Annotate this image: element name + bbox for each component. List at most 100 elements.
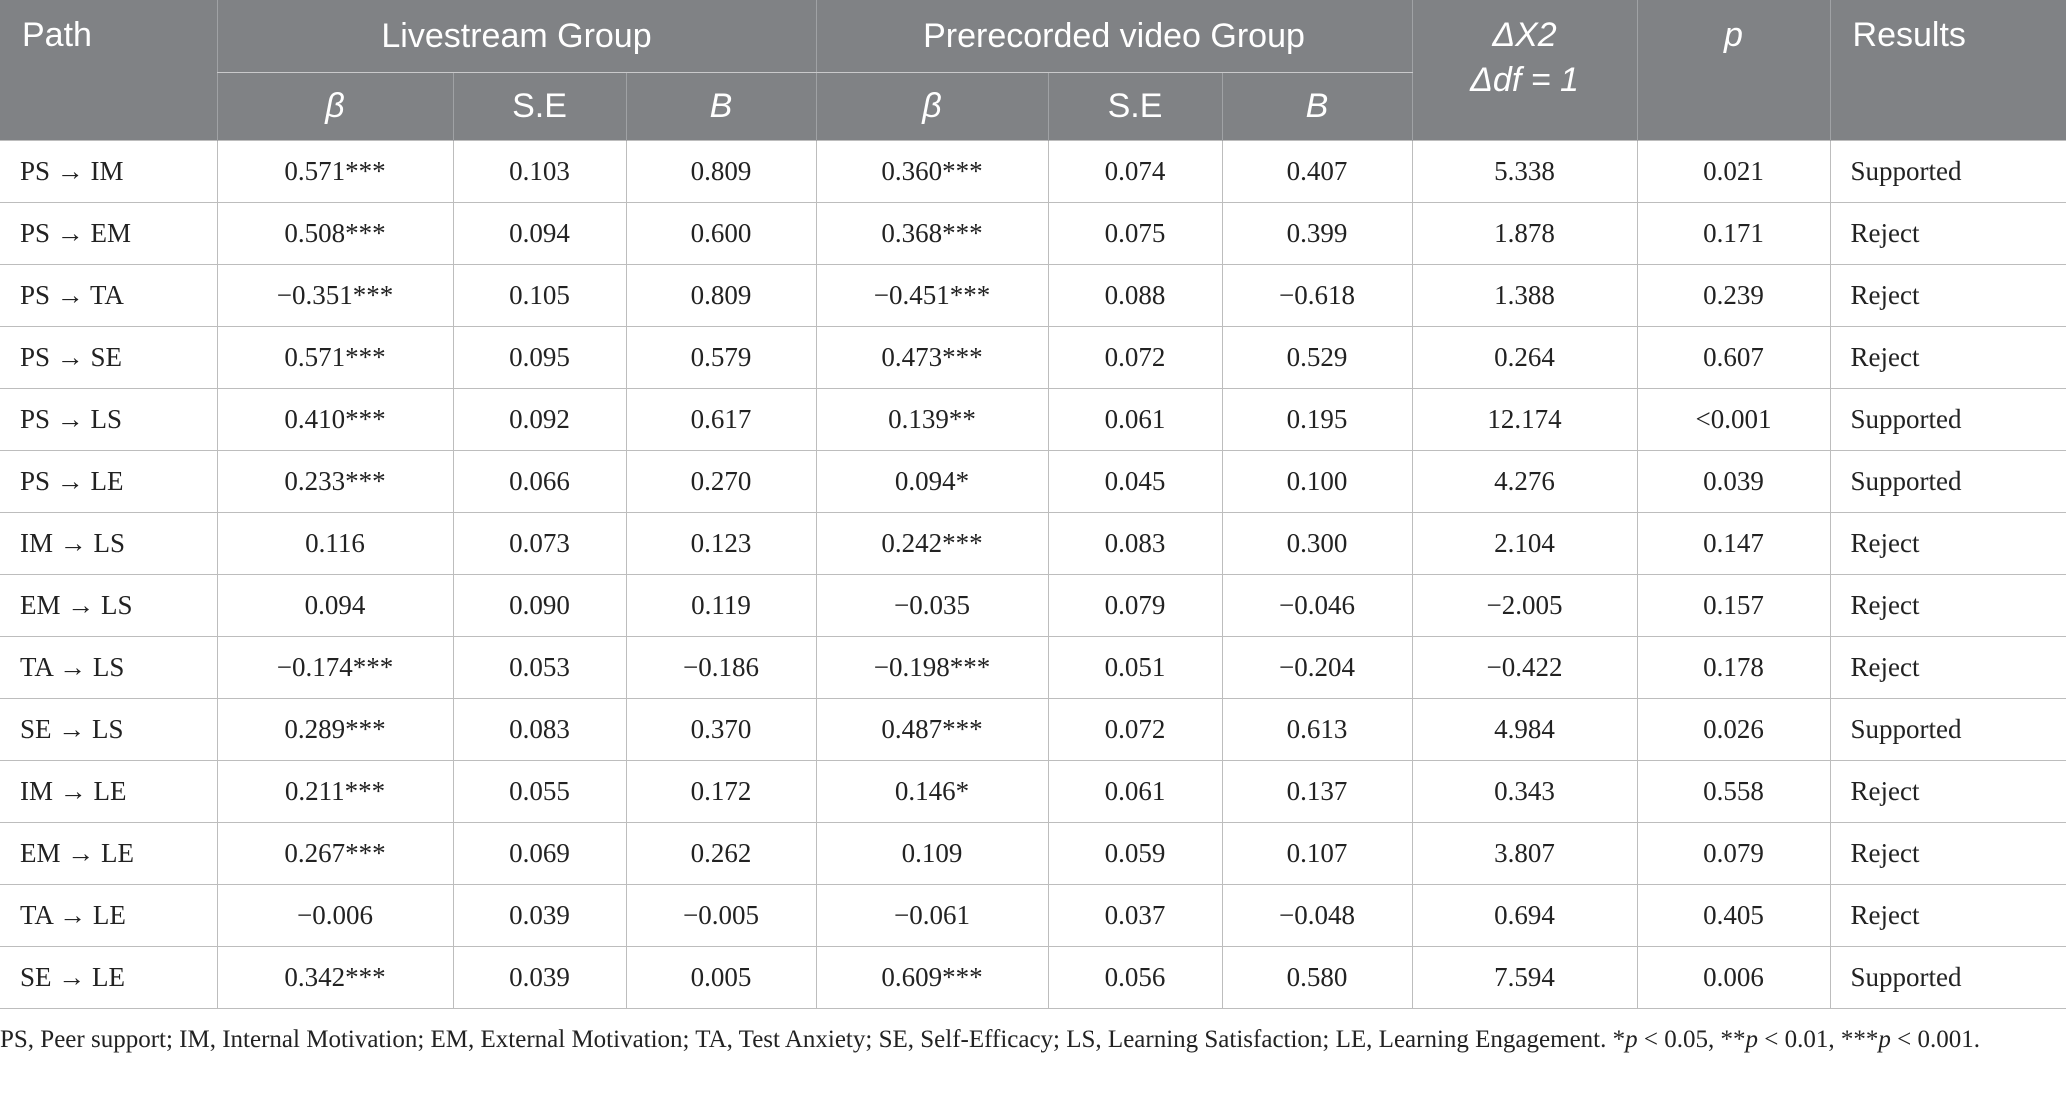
- cell-prerecorded-beta: 0.094*: [815, 450, 1049, 513]
- cell-result: Supported: [1829, 946, 2067, 1009]
- cell-livestream-beta: 0.116: [216, 512, 453, 575]
- results-table: Path Livestream Group Prerecorded video …: [0, 0, 2067, 1009]
- cell-prerecorded-se: 0.072: [1047, 326, 1223, 389]
- subheader-livestream-b: B: [625, 72, 817, 141]
- cell-prerecorded-b: 0.580: [1221, 946, 1413, 1009]
- cell-p-value: 0.239: [1636, 264, 1831, 327]
- cell-path: TA → LE: [0, 884, 217, 947]
- table-row: EM → LS 0.094 0.090 0.119 −0.035 0.079 −0.046−…: [0, 574, 2067, 637]
- cell-livestream-beta: 0.233***: [216, 450, 453, 513]
- cell-path: PS → TA: [0, 264, 217, 327]
- cell-livestream-se: 0.092: [452, 388, 626, 451]
- cell-delta-chi2: 2.104: [1411, 512, 1638, 575]
- header-prerecorded-group: Prerecorded video Group: [815, 0, 1413, 73]
- cell-p-value: 0.558: [1636, 760, 1831, 823]
- cell-livestream-b: −0.005: [625, 884, 817, 947]
- cell-livestream-se: 0.103: [452, 140, 626, 203]
- footnote-sig-2: **p < 0.01,: [1720, 1026, 1840, 1053]
- cell-p-value: 0.171: [1636, 202, 1831, 265]
- cell-p-value: 0.021: [1636, 140, 1831, 203]
- cell-livestream-beta: 0.267***: [216, 822, 453, 885]
- cell-p-value: 0.607: [1636, 326, 1831, 389]
- cell-path: TA → LS: [0, 636, 217, 699]
- cell-livestream-b: 0.600: [625, 202, 817, 265]
- cell-delta-chi2: 0.694: [1411, 884, 1638, 947]
- cell-path: PS → IM: [0, 140, 217, 203]
- cell-prerecorded-beta: −0.198***: [815, 636, 1049, 699]
- cell-livestream-b: 0.262: [625, 822, 817, 885]
- footnote-sig-1-stars: *: [1612, 1026, 1626, 1053]
- cell-livestream-b: 0.617: [625, 388, 817, 451]
- cell-prerecorded-b: 0.107: [1221, 822, 1413, 885]
- table-row: PS → LS 0.410*** 0.092 0.617 0.139** 0.061 0.1…: [0, 388, 2067, 451]
- cell-delta-chi2: −0.422: [1411, 636, 1638, 699]
- cell-livestream-se: 0.066: [452, 450, 626, 513]
- table-row: TA → LS −0.174*** 0.053 −0.186 −0.198*** 0.05…: [0, 636, 2067, 699]
- cell-p-value: 0.026: [1636, 698, 1831, 761]
- header-p: p: [1636, 0, 1831, 141]
- table-row: SE → LE 0.342*** 0.039 0.005 0.609*** 0.056 0.…: [0, 946, 2067, 1009]
- cell-livestream-b: 0.172: [625, 760, 817, 823]
- cell-path: PS → SE: [0, 326, 217, 389]
- cell-prerecorded-se: 0.037: [1047, 884, 1223, 947]
- header-livestream-group: Livestream Group: [216, 0, 817, 73]
- cell-prerecorded-beta: 0.146*: [815, 760, 1049, 823]
- cell-prerecorded-se: 0.075: [1047, 202, 1223, 265]
- cell-prerecorded-b: −0.204: [1221, 636, 1413, 699]
- cell-prerecorded-beta: −0.035: [815, 574, 1049, 637]
- table-row: IM → LE 0.211*** 0.055 0.172 0.146* 0.061 0.13…: [0, 760, 2067, 823]
- cell-livestream-beta: 0.094: [216, 574, 453, 637]
- footnote-sig-1: *p < 0.05,: [1613, 1026, 1721, 1053]
- cell-livestream-b: 0.005: [625, 946, 817, 1009]
- cell-prerecorded-b: 0.195: [1221, 388, 1413, 451]
- cell-livestream-beta: 0.571***: [216, 326, 453, 389]
- cell-result: Reject: [1829, 636, 2067, 699]
- cell-delta-chi2: 7.594: [1411, 946, 1638, 1009]
- cell-livestream-b: 0.370: [625, 698, 817, 761]
- cell-livestream-b: 0.579: [625, 326, 817, 389]
- cell-result: Reject: [1829, 822, 2067, 885]
- cell-delta-chi2: 5.338: [1411, 140, 1638, 203]
- cell-prerecorded-beta: 0.360***: [815, 140, 1049, 203]
- cell-livestream-b: −0.186: [625, 636, 817, 699]
- cell-path: EM → LE: [0, 822, 217, 885]
- cell-prerecorded-beta: 0.109: [815, 822, 1049, 885]
- subheader-prerecorded-se: S.E: [1047, 72, 1223, 141]
- cell-delta-chi2: 1.878: [1411, 202, 1638, 265]
- table-row: IM → LS 0.116 0.073 0.123 0.242*** 0.083 0.300…: [0, 512, 2067, 575]
- cell-prerecorded-se: 0.056: [1047, 946, 1223, 1009]
- cell-result: Reject: [1829, 884, 2067, 947]
- cell-livestream-beta: 0.211***: [216, 760, 453, 823]
- cell-p-value: 0.157: [1636, 574, 1831, 637]
- cell-livestream-beta: 0.342***: [216, 946, 453, 1009]
- cell-prerecorded-se: 0.045: [1047, 450, 1223, 513]
- cell-path: IM → LS: [0, 512, 217, 575]
- footnote-sig-3-p: p: [1878, 1026, 1891, 1053]
- cell-prerecorded-b: 0.529: [1221, 326, 1413, 389]
- cell-prerecorded-se: 0.079: [1047, 574, 1223, 637]
- header-path: Path: [0, 0, 217, 141]
- cell-path: SE → LE: [0, 946, 217, 1009]
- cell-livestream-se: 0.095: [452, 326, 626, 389]
- cell-prerecorded-b: 0.137: [1221, 760, 1413, 823]
- cell-result: Reject: [1829, 264, 2067, 327]
- cell-prerecorded-b: 0.100: [1221, 450, 1413, 513]
- cell-prerecorded-beta: −0.451***: [815, 264, 1049, 327]
- table-row: PS → SE 0.571*** 0.095 0.579 0.473*** 0.072 0.…: [0, 326, 2067, 389]
- cell-p-value: 0.405: [1636, 884, 1831, 947]
- cell-delta-chi2: 3.807: [1411, 822, 1638, 885]
- cell-livestream-beta: −0.174***: [216, 636, 453, 699]
- cell-prerecorded-se: 0.074: [1047, 140, 1223, 203]
- cell-prerecorded-b: −0.618: [1221, 264, 1413, 327]
- cell-prerecorded-beta: 0.139**: [815, 388, 1049, 451]
- cell-prerecorded-se: 0.083: [1047, 512, 1223, 575]
- table-header: Path Livestream Group Prerecorded video …: [0, 0, 2067, 141]
- cell-livestream-se: 0.039: [452, 946, 626, 1009]
- cell-prerecorded-b: 0.407: [1221, 140, 1413, 203]
- cell-livestream-se: 0.039: [452, 884, 626, 947]
- cell-path: PS → LE: [0, 450, 217, 513]
- footnote-sig-2-rest: < 0.01,: [1757, 1026, 1841, 1053]
- cell-livestream-beta: 0.410***: [216, 388, 453, 451]
- subheader-livestream-beta: β: [216, 72, 453, 141]
- footnote-abbreviations: PS, Peer support; IM, Internal Motivatio…: [0, 1026, 1613, 1053]
